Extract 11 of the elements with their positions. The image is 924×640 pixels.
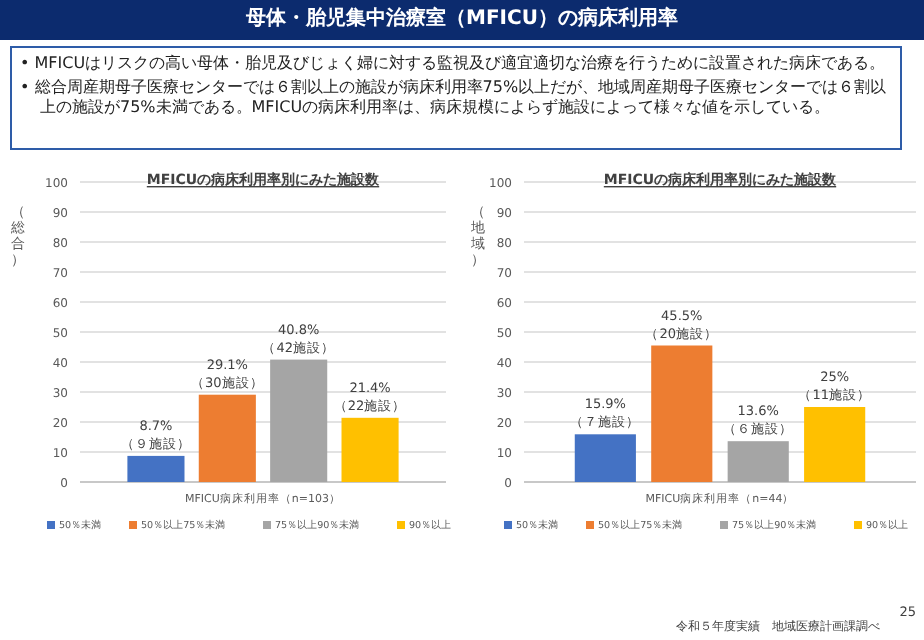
bar bbox=[198, 394, 256, 482]
bar bbox=[804, 407, 866, 482]
text: • MFICUはリスクの高い母体・胎児及びじょく婦に対する監視及び適宜適切な治療を行うために設置された病床である。 bbox=[18, 54, 888, 74]
bar bbox=[727, 441, 789, 482]
bar bbox=[127, 455, 185, 482]
text: 母体・胎児集中治療室（MFICU）の病床利用率 bbox=[0, 0, 924, 40]
text: • 総合周産期母子医療センターでは６割以上の施設が病床利用率75%以上だが、地域周産期母子医療センターでは６割以上の施設が75%未満である。MFICUの病床利用率は、病床規模によらず施設によって様々な値を示している。 bbox=[18, 78, 889, 118]
bar bbox=[651, 345, 713, 482]
bar bbox=[341, 417, 399, 482]
bar bbox=[270, 359, 328, 482]
bar bbox=[574, 434, 636, 482]
